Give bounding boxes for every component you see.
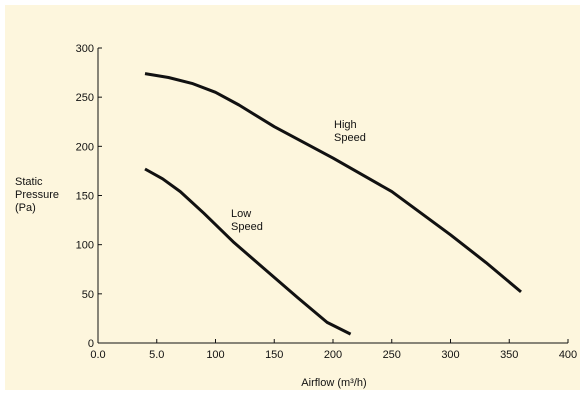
y-tick-label: 300 xyxy=(76,43,94,55)
x-tick-label: 200 xyxy=(324,349,342,361)
x-tick-label: 400 xyxy=(559,349,577,361)
y-axis-title: Static Pressure (Pa) xyxy=(15,176,59,214)
y-tick-label: 200 xyxy=(76,141,94,153)
series-line-low-speed xyxy=(144,167,352,336)
axes xyxy=(97,48,568,344)
y-axis-ticks: 0 50 100 150 200 250 300 xyxy=(76,43,102,350)
y-tick-label: 100 xyxy=(76,240,94,252)
y-axis-title-text: Static Pressure (Pa) xyxy=(15,176,59,214)
y-tick-label: 50 xyxy=(82,289,94,301)
x-tick-label: 250 xyxy=(383,349,401,361)
x-axis-ticks: 0.0 5.0 100 150 200 250 300 350 400 xyxy=(90,339,577,361)
static-pressure-airflow-chart: 0.0 5.0 100 150 200 250 300 350 400 0 50 100 150 200… xyxy=(15,43,577,389)
x-tick-label: 300 xyxy=(441,349,459,361)
x-axis-title: Airflow (m³/h) xyxy=(301,377,366,389)
x-tick-label: 100 xyxy=(206,349,224,361)
chart-panel: 0.0 5.0 100 150 200 250 300 350 400 0 50 100 150 200… xyxy=(5,5,580,390)
y-tick-label: 0 xyxy=(88,338,94,350)
x-tick-label: 0.0 xyxy=(90,349,105,361)
x-tick-label: 5.0 xyxy=(149,349,164,361)
series-line-high-speed xyxy=(144,72,522,294)
series-lines xyxy=(144,72,522,336)
series-label-high-speed: High Speed xyxy=(334,119,366,144)
series-label-low-speed: Low Speed xyxy=(231,208,263,233)
x-tick-label: 150 xyxy=(265,349,283,361)
y-tick-label: 150 xyxy=(76,191,94,203)
y-tick-label: 250 xyxy=(76,92,94,104)
curve-labels: High Speed Low Speed xyxy=(231,119,366,233)
x-tick-label: 350 xyxy=(500,349,518,361)
